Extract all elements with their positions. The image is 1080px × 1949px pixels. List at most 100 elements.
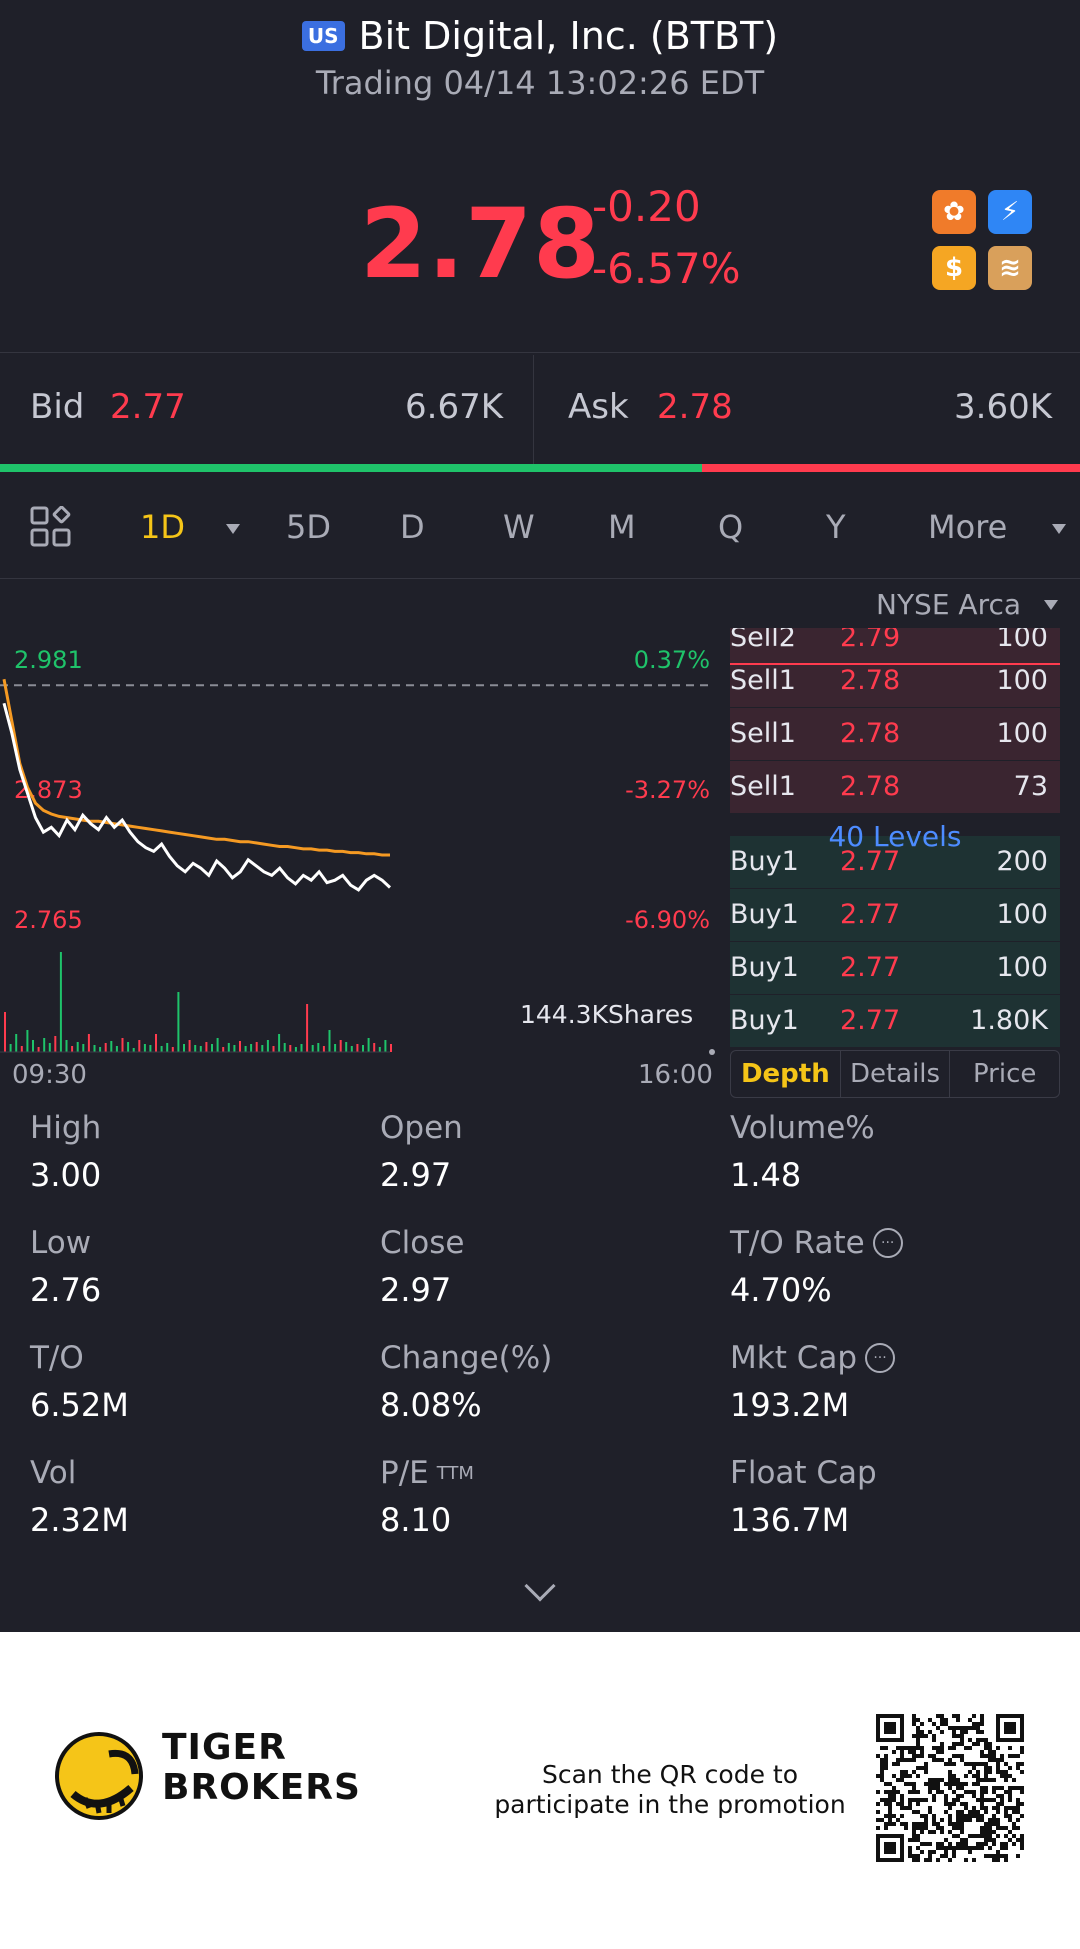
qr-module	[976, 1742, 980, 1746]
qr-module	[1020, 1746, 1024, 1750]
qr-module	[992, 1790, 996, 1794]
volume-bar	[171, 1047, 174, 1052]
stat-label-text: Change(%)	[380, 1340, 553, 1376]
tab-w[interactable]: W	[503, 508, 535, 546]
stat-label-text: T/O Rate	[730, 1225, 865, 1261]
qr-module	[1008, 1838, 1012, 1842]
qr-module	[996, 1746, 1000, 1750]
exchange-selector[interactable]: NYSE Arca	[876, 588, 1058, 621]
qr-module	[988, 1822, 992, 1826]
qr-module	[996, 1794, 1000, 1798]
bid-level-row[interactable]: Buy1 2.77 1.80K	[730, 995, 1060, 1047]
qr-module	[960, 1846, 964, 1850]
book-price: 2.77	[840, 899, 901, 930]
qr-module	[988, 1798, 992, 1802]
stat-value: 1.48	[730, 1156, 802, 1194]
info-icon[interactable]: ···	[865, 1343, 896, 1373]
qr-module	[932, 1758, 936, 1762]
tab-1d-dropdown-icon[interactable]	[226, 524, 240, 534]
info-icon[interactable]: ···	[872, 1228, 903, 1258]
qr-module	[916, 1730, 920, 1734]
qr-module	[1020, 1750, 1024, 1754]
qr-module	[988, 1846, 992, 1850]
qr-module	[960, 1738, 964, 1742]
tab-5d[interactable]: 5D	[286, 508, 331, 546]
qr-module	[876, 1790, 880, 1794]
order-book-tabs: Depth Details Price	[730, 1050, 1060, 1098]
qr-module	[940, 1722, 944, 1726]
app-background	[0, 0, 1080, 1632]
qr-module	[980, 1842, 984, 1846]
qr-module	[940, 1830, 944, 1834]
qr-module	[984, 1806, 988, 1810]
qr-module	[936, 1778, 940, 1782]
qr-code[interactable]	[876, 1714, 1024, 1862]
qr-module	[912, 1718, 916, 1722]
levels-selector[interactable]: 40 Levels	[828, 820, 962, 853]
qr-module	[952, 1850, 956, 1854]
stat-label-text: Open	[380, 1110, 463, 1146]
qr-module	[928, 1730, 932, 1734]
bid-level-row[interactable]: Buy1 2.77 100	[730, 942, 1060, 994]
qr-module	[916, 1834, 920, 1838]
dividend-icon[interactable]: $	[932, 246, 976, 290]
qr-module	[952, 1730, 956, 1734]
stat-label-text: Mkt Cap	[730, 1340, 858, 1376]
tab-m[interactable]: M	[608, 508, 636, 546]
stats-grid: High 3.00 Open 2.97 Volume% 1.48 Low 2.76 Close 2…	[0, 1110, 1080, 1590]
more-dropdown-icon[interactable]	[1052, 524, 1066, 534]
qr-module	[952, 1778, 956, 1782]
qr-module	[980, 1806, 984, 1810]
qr-module	[968, 1746, 972, 1750]
stat-label-text: Low	[30, 1225, 92, 1261]
qr-module	[928, 1850, 932, 1854]
qr-module	[900, 1754, 904, 1758]
tab-1d[interactable]: 1D	[140, 508, 185, 546]
qr-module	[952, 1802, 956, 1806]
ask-level-row[interactable]: Sell1 2.78 73	[730, 761, 1060, 813]
fast-trade-icon[interactable]: ⚡	[988, 190, 1032, 234]
book-tab-details[interactable]: Details	[841, 1051, 951, 1097]
qr-module	[980, 1718, 984, 1722]
tab-y[interactable]: Y	[826, 508, 846, 546]
layout-grid-icon[interactable]	[30, 505, 72, 548]
stock-title[interactable]: Bit Digital, Inc. (BTBT)	[358, 14, 779, 58]
qr-module	[984, 1826, 988, 1830]
qr-module	[900, 1814, 904, 1818]
qr-module	[956, 1794, 960, 1798]
qr-module	[972, 1814, 976, 1818]
bid-level-row[interactable]: Buy1 2.77 200	[730, 836, 1060, 888]
qr-module	[956, 1814, 960, 1818]
qr-module	[1008, 1794, 1012, 1798]
volume-bar	[205, 1042, 208, 1052]
tab-d[interactable]: D	[400, 508, 425, 546]
volume-bar	[65, 1040, 68, 1052]
stat-value: 8.10	[380, 1501, 452, 1539]
volume-bar	[166, 1043, 169, 1052]
intraday-chart[interactable]: 2.981 2.873 2.765 0.37% -3.27% -6.90% 144.3KSh…	[0, 640, 720, 1080]
qr-module	[976, 1726, 980, 1730]
qr-module	[900, 1774, 904, 1778]
book-tab-price[interactable]: Price	[972, 1059, 1037, 1089]
order-book[interactable]: Sell2 2.79 100 Sell1 2.78 100 Sell1 2.78 100 Sell…	[730, 628, 1060, 1048]
qr-module	[952, 1714, 956, 1718]
qr-module	[984, 1786, 988, 1790]
qr-module	[980, 1754, 984, 1758]
qr-module	[920, 1842, 924, 1846]
stock-lending-icon[interactable]: ≋	[988, 246, 1032, 290]
qr-module	[912, 1838, 916, 1842]
tab-more[interactable]: More	[928, 508, 1008, 546]
book-tab-depth[interactable]: Depth	[731, 1051, 841, 1097]
ask-level-row[interactable]: Sell1 2.78 100	[730, 708, 1060, 760]
tab-q[interactable]: Q	[718, 508, 744, 546]
qr-module	[964, 1762, 968, 1766]
qr-module	[968, 1738, 972, 1742]
options-icon[interactable]: ✿	[932, 190, 976, 234]
qr-module	[896, 1802, 900, 1806]
qr-module	[996, 1818, 1000, 1822]
qr-module	[884, 1782, 888, 1786]
book-qty: 100	[996, 665, 1048, 696]
promo-text: Scan the QR code to participate in the p…	[480, 1760, 860, 1820]
book-side: Sell1	[730, 718, 796, 749]
bid-level-row[interactable]: Buy1 2.77 100	[730, 889, 1060, 941]
